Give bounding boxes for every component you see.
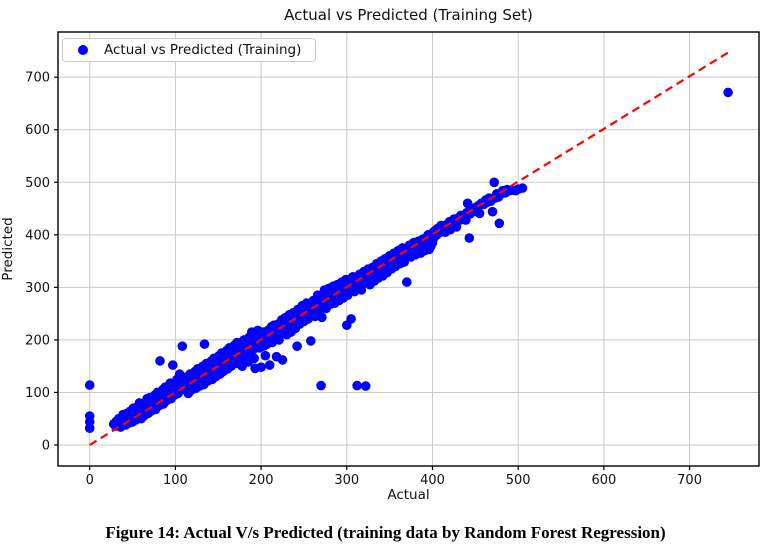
identity-line-layer	[89, 51, 730, 446]
chart-title: Actual vs Predicted (Training Set)	[284, 6, 533, 24]
svg-text:100: 100	[25, 386, 50, 401]
svg-text:600: 600	[591, 473, 616, 488]
x-axis-label: Actual	[387, 487, 430, 503]
grid-layer	[58, 32, 759, 466]
legend-label: Actual vs Predicted (Training)	[104, 42, 302, 58]
svg-text:200: 200	[249, 473, 274, 488]
svg-text:700: 700	[677, 473, 702, 488]
scatter-plot: 0 100 200 300 400 500 600 700 0 100 200 300 400 500 60…	[25, 31, 760, 488]
data-points-layer	[84, 87, 733, 434]
svg-text:300: 300	[25, 281, 50, 296]
svg-text:700: 700	[25, 71, 50, 86]
figure-caption: Figure 14: Actual V/s Predicted (trainin…	[105, 523, 666, 542]
svg-text:600: 600	[25, 123, 50, 138]
svg-text:300: 300	[334, 473, 359, 488]
legend-marker-dot-icon	[78, 45, 88, 55]
svg-text:0: 0	[86, 473, 94, 488]
legend: Actual vs Predicted (Training)	[62, 38, 317, 62]
svg-text:500: 500	[25, 176, 50, 191]
svg-text:400: 400	[25, 228, 50, 243]
svg-text:0: 0	[42, 438, 50, 453]
svg-text:100: 100	[163, 473, 188, 488]
svg-text:200: 200	[25, 333, 50, 348]
plot-border	[57, 31, 760, 467]
svg-text:500: 500	[506, 473, 531, 488]
y-axis-label: Predicted	[0, 217, 16, 281]
svg-text:400: 400	[420, 473, 445, 488]
axis-ticks-layer: 0 100 200 300 400 500 600 700 0 100 200 300 400 500 60…	[25, 71, 702, 488]
